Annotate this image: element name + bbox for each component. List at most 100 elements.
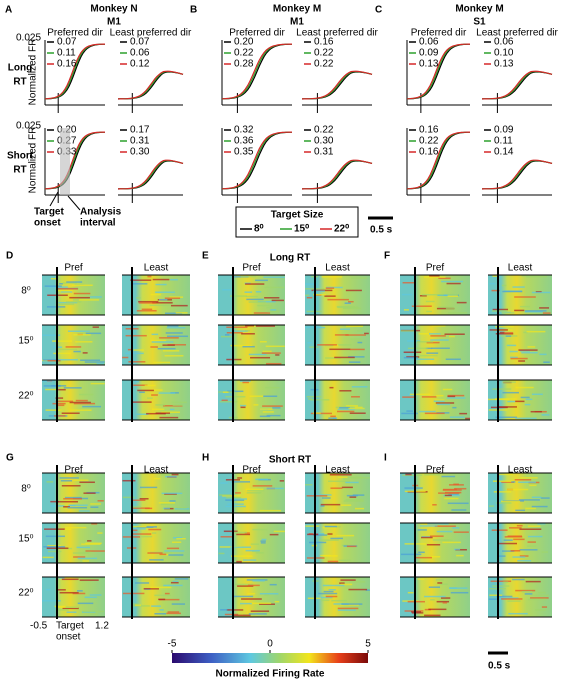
heatmap-texture — [153, 477, 161, 480]
row-label: 15⁰ — [18, 534, 33, 545]
heatmap-texture — [453, 531, 469, 533]
heatmap-texture — [245, 325, 254, 327]
heatmap-texture — [436, 394, 444, 397]
heatmap-texture — [510, 357, 528, 360]
heatmap-texture — [151, 333, 159, 336]
heatmap-texture — [411, 305, 432, 307]
heatmap-texture — [166, 612, 181, 615]
heatmap-texture — [164, 297, 181, 299]
heatmap-texture — [259, 408, 273, 410]
heatmap-texture — [248, 301, 266, 303]
column-label: Least — [325, 465, 350, 476]
heatmap-texture — [306, 296, 313, 299]
heatmap-texture — [163, 507, 170, 510]
heatmap-texture — [63, 506, 70, 508]
legend-value: 0.16 — [419, 125, 439, 136]
heatmap-texture — [58, 358, 79, 361]
heatmap-texture — [68, 504, 76, 507]
heatmap-texture — [515, 386, 534, 389]
heatmap-texture — [431, 347, 450, 350]
heatmap-texture — [357, 341, 363, 344]
heatmap-texture — [172, 580, 179, 583]
colorbar-tick-label: -5 — [168, 639, 177, 650]
heatmap-texture — [346, 494, 358, 497]
heatmap-texture — [159, 553, 167, 556]
heatmap-texture — [82, 560, 90, 562]
heatmap-texture — [329, 348, 351, 351]
heatmap-texture — [224, 613, 239, 616]
heatmap-texture — [244, 291, 253, 293]
heatmap-texture — [498, 555, 506, 557]
x-label: -0.5 — [30, 621, 48, 632]
heatmap-texture — [75, 399, 88, 402]
heatmap-texture — [271, 299, 284, 302]
heatmap-texture — [57, 404, 65, 407]
column-header: Least preferred dir — [110, 28, 192, 39]
heatmap-texture — [310, 399, 330, 401]
heatmap-texture — [429, 333, 441, 335]
heatmap-texture — [539, 307, 550, 309]
heatmap-texture — [79, 579, 99, 581]
heatmap-texture — [172, 541, 182, 543]
heatmap-texture — [47, 544, 62, 547]
heatmap-texture — [428, 586, 441, 588]
y-axis-label: Normalized FR — [28, 127, 39, 194]
heatmap-texture — [541, 551, 549, 553]
legend-value: 0.11 — [57, 48, 76, 59]
heatmap-texture — [57, 288, 78, 290]
legend-value: 0.20 — [234, 37, 254, 48]
heatmap-texture — [52, 340, 73, 342]
heatmap-texture — [305, 294, 310, 297]
heatmap-texture — [168, 554, 184, 556]
column-label: Pref — [64, 263, 83, 274]
heatmap-texture — [436, 530, 453, 533]
heatmap-texture — [337, 306, 359, 309]
heatmap-texture — [306, 495, 328, 497]
heatmap-texture — [348, 407, 365, 410]
heatmap-texture — [58, 388, 66, 391]
heatmap-texture — [539, 353, 547, 356]
heatmap-texture — [246, 492, 262, 494]
heatmap-texture — [515, 509, 526, 512]
heatmap-texture — [247, 489, 265, 492]
heatmap-texture — [540, 497, 550, 499]
heatmap — [218, 523, 285, 563]
heatmap-texture — [57, 500, 78, 503]
heatmap-texture — [69, 409, 92, 411]
heatmap-texture — [510, 550, 521, 552]
heatmap-texture — [424, 473, 441, 476]
heatmap-texture — [233, 614, 251, 617]
heatmap-texture — [519, 549, 538, 551]
heatmap-texture — [312, 533, 325, 535]
heatmap-texture — [225, 505, 246, 508]
heatmap-texture — [311, 289, 333, 292]
panel-letter: C — [375, 5, 382, 16]
heatmap-texture — [73, 556, 86, 558]
heatmap-texture — [307, 398, 312, 400]
heatmap-texture — [526, 330, 546, 333]
heatmap-texture — [324, 295, 336, 297]
colorbar — [172, 653, 368, 663]
trace — [221, 131, 292, 190]
heatmap-texture — [429, 275, 440, 278]
heatmap-texture — [502, 290, 523, 293]
heatmap-texture — [170, 278, 178, 281]
heatmap-texture — [255, 552, 264, 554]
heatmap-texture — [327, 533, 333, 535]
heatmap-texture — [492, 388, 512, 390]
heatmap-texture — [169, 408, 175, 411]
heatmap-texture — [250, 356, 271, 359]
heatmap-texture — [237, 585, 254, 587]
heatmap-texture — [96, 362, 105, 365]
heatmap-texture — [60, 291, 73, 293]
heatmap-texture — [442, 388, 453, 391]
heatmap-texture — [167, 344, 187, 346]
heatmap-texture — [279, 480, 285, 482]
heatmap-texture — [345, 334, 366, 336]
heatmap-texture — [424, 595, 446, 598]
heatmap-texture — [229, 295, 247, 297]
heatmap-texture — [136, 413, 149, 415]
heatmap-texture — [325, 357, 342, 359]
heatmap-texture — [338, 344, 352, 346]
heatmap-texture — [428, 608, 447, 611]
